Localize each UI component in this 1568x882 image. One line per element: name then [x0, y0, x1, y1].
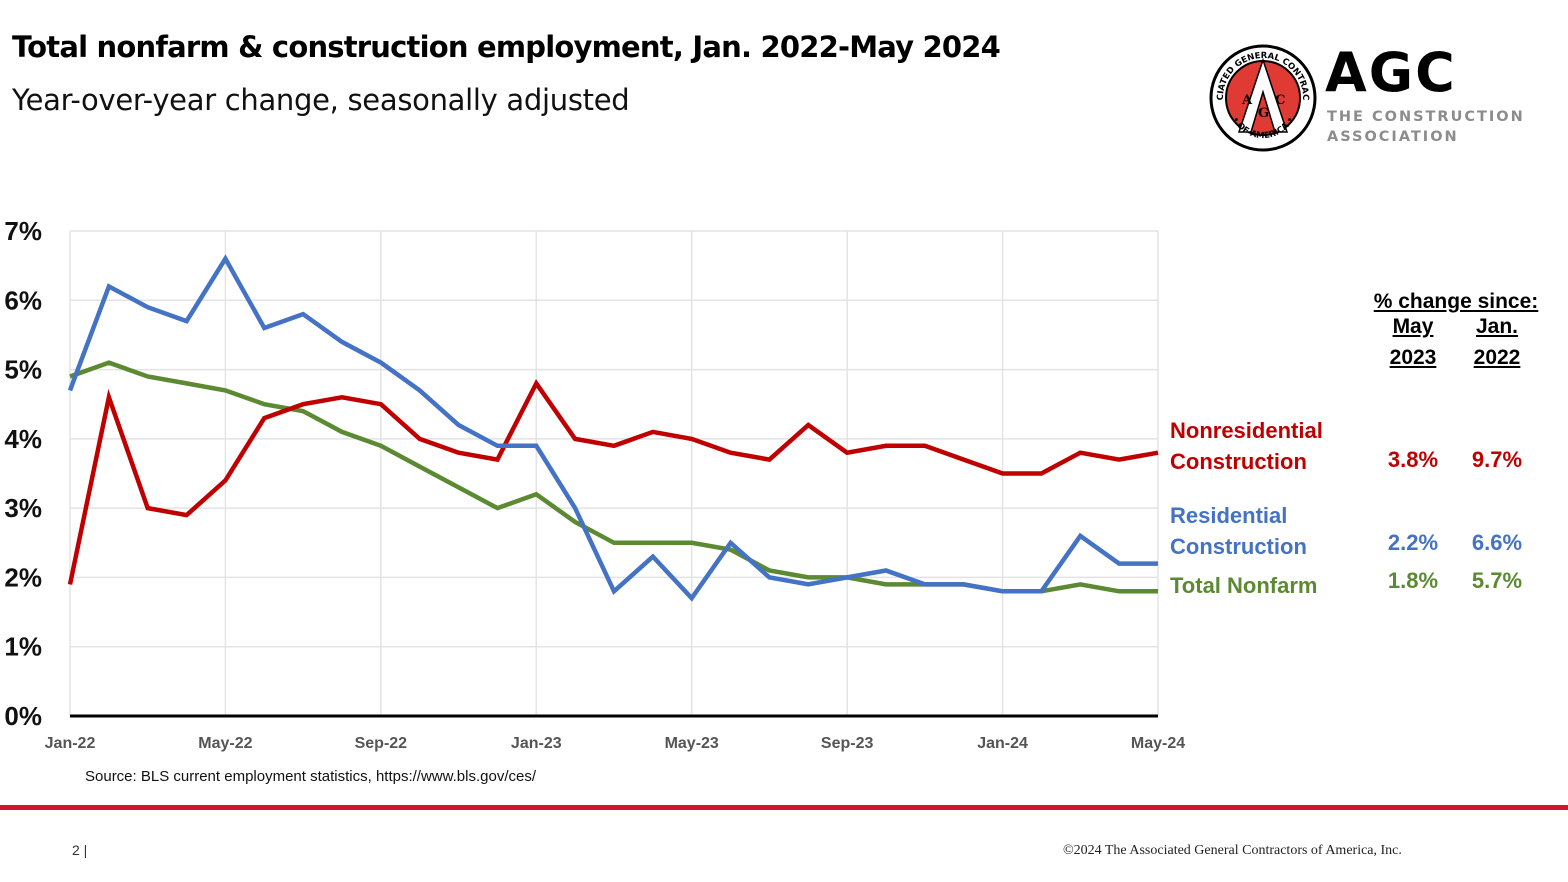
copyright-notice: ©2024 The Associated General Contractors…: [1063, 843, 1402, 858]
agc-logo: ASSOCIATED GENERAL CONTRACTORS • OF AMER…: [1209, 41, 1523, 154]
res-change-jan-2022: 6.6%: [1471, 530, 1523, 555]
agc-wordmark: AGC: [1325, 41, 1457, 104]
x-tick-label: May-22: [198, 735, 252, 752]
series-line-total-nonfarm: [69, 360, 1158, 594]
x-tick-label: Jan-24: [977, 735, 1028, 752]
agc-seal-icon: ASSOCIATED GENERAL CONTRACTORS • OF AMER…: [1209, 44, 1317, 152]
x-tick-label: May-24: [1131, 735, 1185, 752]
footer-divider: [0, 805, 1568, 810]
seal-letter: C: [1275, 93, 1285, 108]
chart-title: Total nonfarm & construction employment,…: [12, 30, 1001, 64]
line-chart: 0%1%2%3%4%5%6%7% Jan-22 May-22 Sep-22 Jan-2…: [4, 216, 1186, 752]
series-label-residential: Residential Construction: [1170, 503, 1307, 559]
series-line-residential-construction: [67, 254, 1158, 602]
seal-letter: G: [1258, 106, 1269, 121]
nonfarm-change-may-2023: 1.8%: [1387, 568, 1439, 593]
agc-tagline: THE CONSTRUCTION ASSOCIATION: [1327, 109, 1525, 145]
y-axis-ticks: 0% 1% 2% 3% 4% 5% 6% 7%: [4, 216, 42, 731]
seal-letter: A: [1241, 93, 1253, 108]
series-line-nonresidential-construction: [67, 379, 1159, 585]
x-tick-label: May-23: [665, 735, 719, 752]
series-label-nonresidential: Nonresidential Construction: [1170, 418, 1323, 474]
col-header-line1: May: [1392, 315, 1434, 338]
x-tick-label: Jan-23: [511, 735, 562, 752]
summary-col-header-may-2023: May 2023: [1378, 313, 1448, 372]
chart-series: [67, 254, 1159, 602]
y-tick-label: 6%: [4, 285, 42, 315]
y-tick-label: 3%: [4, 493, 42, 523]
x-axis-ticks: Jan-22 May-22 Sep-22 Jan-23 May-23 Sep-23 Jan-…: [45, 735, 1186, 752]
y-tick-label: 2%: [4, 562, 42, 592]
y-tick-label: 7%: [4, 216, 42, 246]
summary-col-header-jan-2022: Jan. 2022: [1462, 313, 1532, 372]
col-header-line2: 2022: [1473, 346, 1521, 369]
x-tick-label: Sep-23: [821, 735, 874, 752]
page-number: 2 |: [72, 842, 88, 858]
nonres-change-jan-2022: 9.7%: [1471, 447, 1523, 472]
y-tick-label: 1%: [4, 632, 42, 662]
y-tick-label: 0%: [4, 701, 42, 731]
series-label-total-nonfarm: Total Nonfarm: [1170, 573, 1318, 598]
res-change-may-2023: 2.2%: [1387, 530, 1439, 555]
nonfarm-change-jan-2022: 5.7%: [1471, 568, 1523, 593]
x-tick-label: Sep-22: [355, 735, 408, 752]
y-tick-label: 5%: [4, 355, 42, 385]
summary-heading: % change since:: [1373, 290, 1539, 313]
col-header-line2: 2023: [1389, 346, 1437, 369]
y-tick-label: 4%: [4, 424, 42, 454]
nonres-change-may-2023: 3.8%: [1387, 447, 1439, 472]
col-header-line1: Jan.: [1475, 315, 1519, 338]
chart-subtitle: Year-over-year change, seasonally adjust…: [12, 83, 630, 117]
chart-grid: [69, 230, 1159, 716]
source-note: Source: BLS current employment statistic…: [85, 768, 537, 785]
x-tick-label: Jan-22: [45, 735, 96, 752]
